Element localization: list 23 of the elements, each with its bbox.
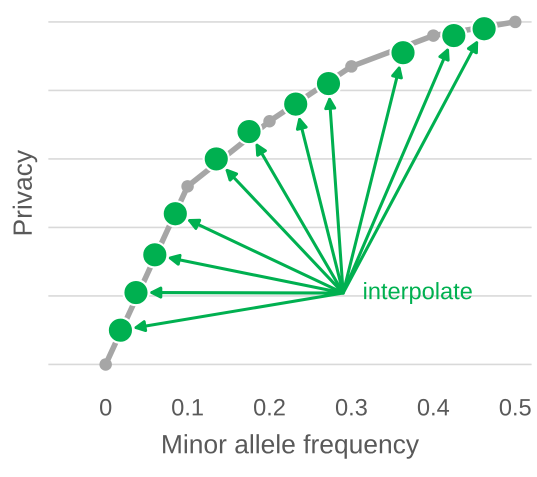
y-axis-title: Privacy bbox=[12, 150, 38, 234]
x-tick-label: 0.5 bbox=[500, 398, 531, 416]
point bbox=[282, 90, 310, 118]
annotation: interpolate bbox=[364, 282, 472, 304]
point bbox=[181, 180, 194, 193]
point bbox=[508, 16, 522, 28]
x-tick-label: 0.1 bbox=[172, 398, 203, 416]
point bbox=[440, 22, 468, 50]
point bbox=[427, 29, 440, 42]
point bbox=[470, 15, 498, 42]
x-tick-label: 0.2 bbox=[254, 398, 285, 416]
point bbox=[122, 278, 150, 306]
point bbox=[345, 60, 358, 73]
x-axis-title: Minor allele frequency bbox=[163, 434, 420, 459]
point bbox=[389, 39, 417, 66]
x-tick-label: 0 bbox=[100, 398, 112, 416]
point bbox=[162, 200, 189, 228]
x-tick-label: 0.4 bbox=[418, 398, 450, 416]
x-tick-label: 0.3 bbox=[336, 398, 367, 416]
point bbox=[202, 145, 230, 173]
point bbox=[263, 114, 276, 128]
point bbox=[99, 358, 112, 371]
point bbox=[141, 241, 168, 269]
